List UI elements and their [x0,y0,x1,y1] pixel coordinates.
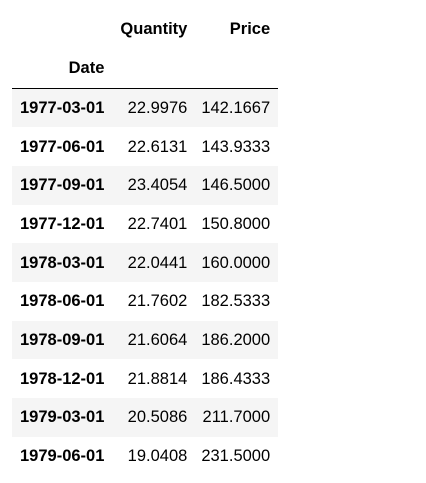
row-date: 1978-12-01 [20,369,105,388]
table-row: 1978-06-01 21.7602 182.5333 [12,282,278,321]
table-row: 1977-09-01 23.4054 146.5000 [12,165,279,205]
cell-quantity: 21.8814 [127,369,188,388]
index-header-spacer [195,48,279,89]
table-row: 1977-03-01 22.9976 142.1667 [12,88,279,128]
index-header-row: Date [12,48,279,89]
row-date: 1978-09-01 [20,330,105,349]
row-date: 1977-03-01 [20,99,105,118]
cell-price: 186.2000 [201,330,271,349]
cell-price: 143.9333 [201,137,271,156]
cell-quantity: 21.6064 [127,330,188,349]
dataframe-table: Quantity Price Date 1977-03-01 22.9976 1… [12,10,279,476]
cell-price: 231.5000 [201,447,271,466]
row-date: 1979-06-01 [20,447,105,466]
header-corner [12,10,112,48]
table-row: 1977-06-01 22.6131 143.9333 [12,127,278,166]
cell-quantity: 22.9976 [127,99,188,118]
table-row: 1978-12-01 21.8814 186.4333 [12,359,278,398]
row-date: 1977-06-01 [20,137,105,156]
table-row: 1978-03-01 22.0441 160.0000 [12,243,279,282]
table-row: 1979-06-01 19.0408 231.5000 [12,437,278,476]
row-date: 1978-06-01 [20,292,105,311]
cell-price: 186.4333 [201,369,271,388]
cell-price: 160.0000 [201,253,271,272]
cell-quantity: 20.5086 [127,408,188,427]
table-row: 1978-09-01 21.6064 186.2000 [12,320,279,360]
row-date: 1977-12-01 [20,214,105,233]
cell-quantity: 22.0441 [127,253,188,272]
row-date: 1979-03-01 [20,408,105,427]
cell-quantity: 22.6131 [127,137,188,156]
cell-price: 150.8000 [201,214,271,233]
cell-price: 182.5333 [201,292,271,311]
column-header-quantity: Quantity [120,20,188,38]
cell-price: 142.1667 [201,99,271,118]
cell-quantity: 21.7602 [127,292,188,311]
row-date: 1977-09-01 [20,176,105,195]
table-row: 1977-12-01 22.7401 150.8000 [12,205,278,244]
index-name-date: Date [12,48,113,89]
cell-quantity: 19.0408 [127,447,188,466]
index-header-spacer [112,48,196,89]
table-body: 1977-03-01 22.9976 142.1667 1977-06-01 2… [12,88,279,476]
cell-quantity: 22.7401 [127,214,188,233]
column-header-row: Quantity Price [12,10,278,48]
table-row: 1979-03-01 20.5086 211.7000 [12,398,279,437]
table-header: Quantity Price Date [12,10,279,89]
cell-price: 211.7000 [202,408,271,427]
row-date: 1978-03-01 [20,253,105,272]
cell-quantity: 23.4054 [127,176,188,195]
column-header-price: Price [229,20,271,38]
cell-price: 146.5000 [201,176,271,195]
